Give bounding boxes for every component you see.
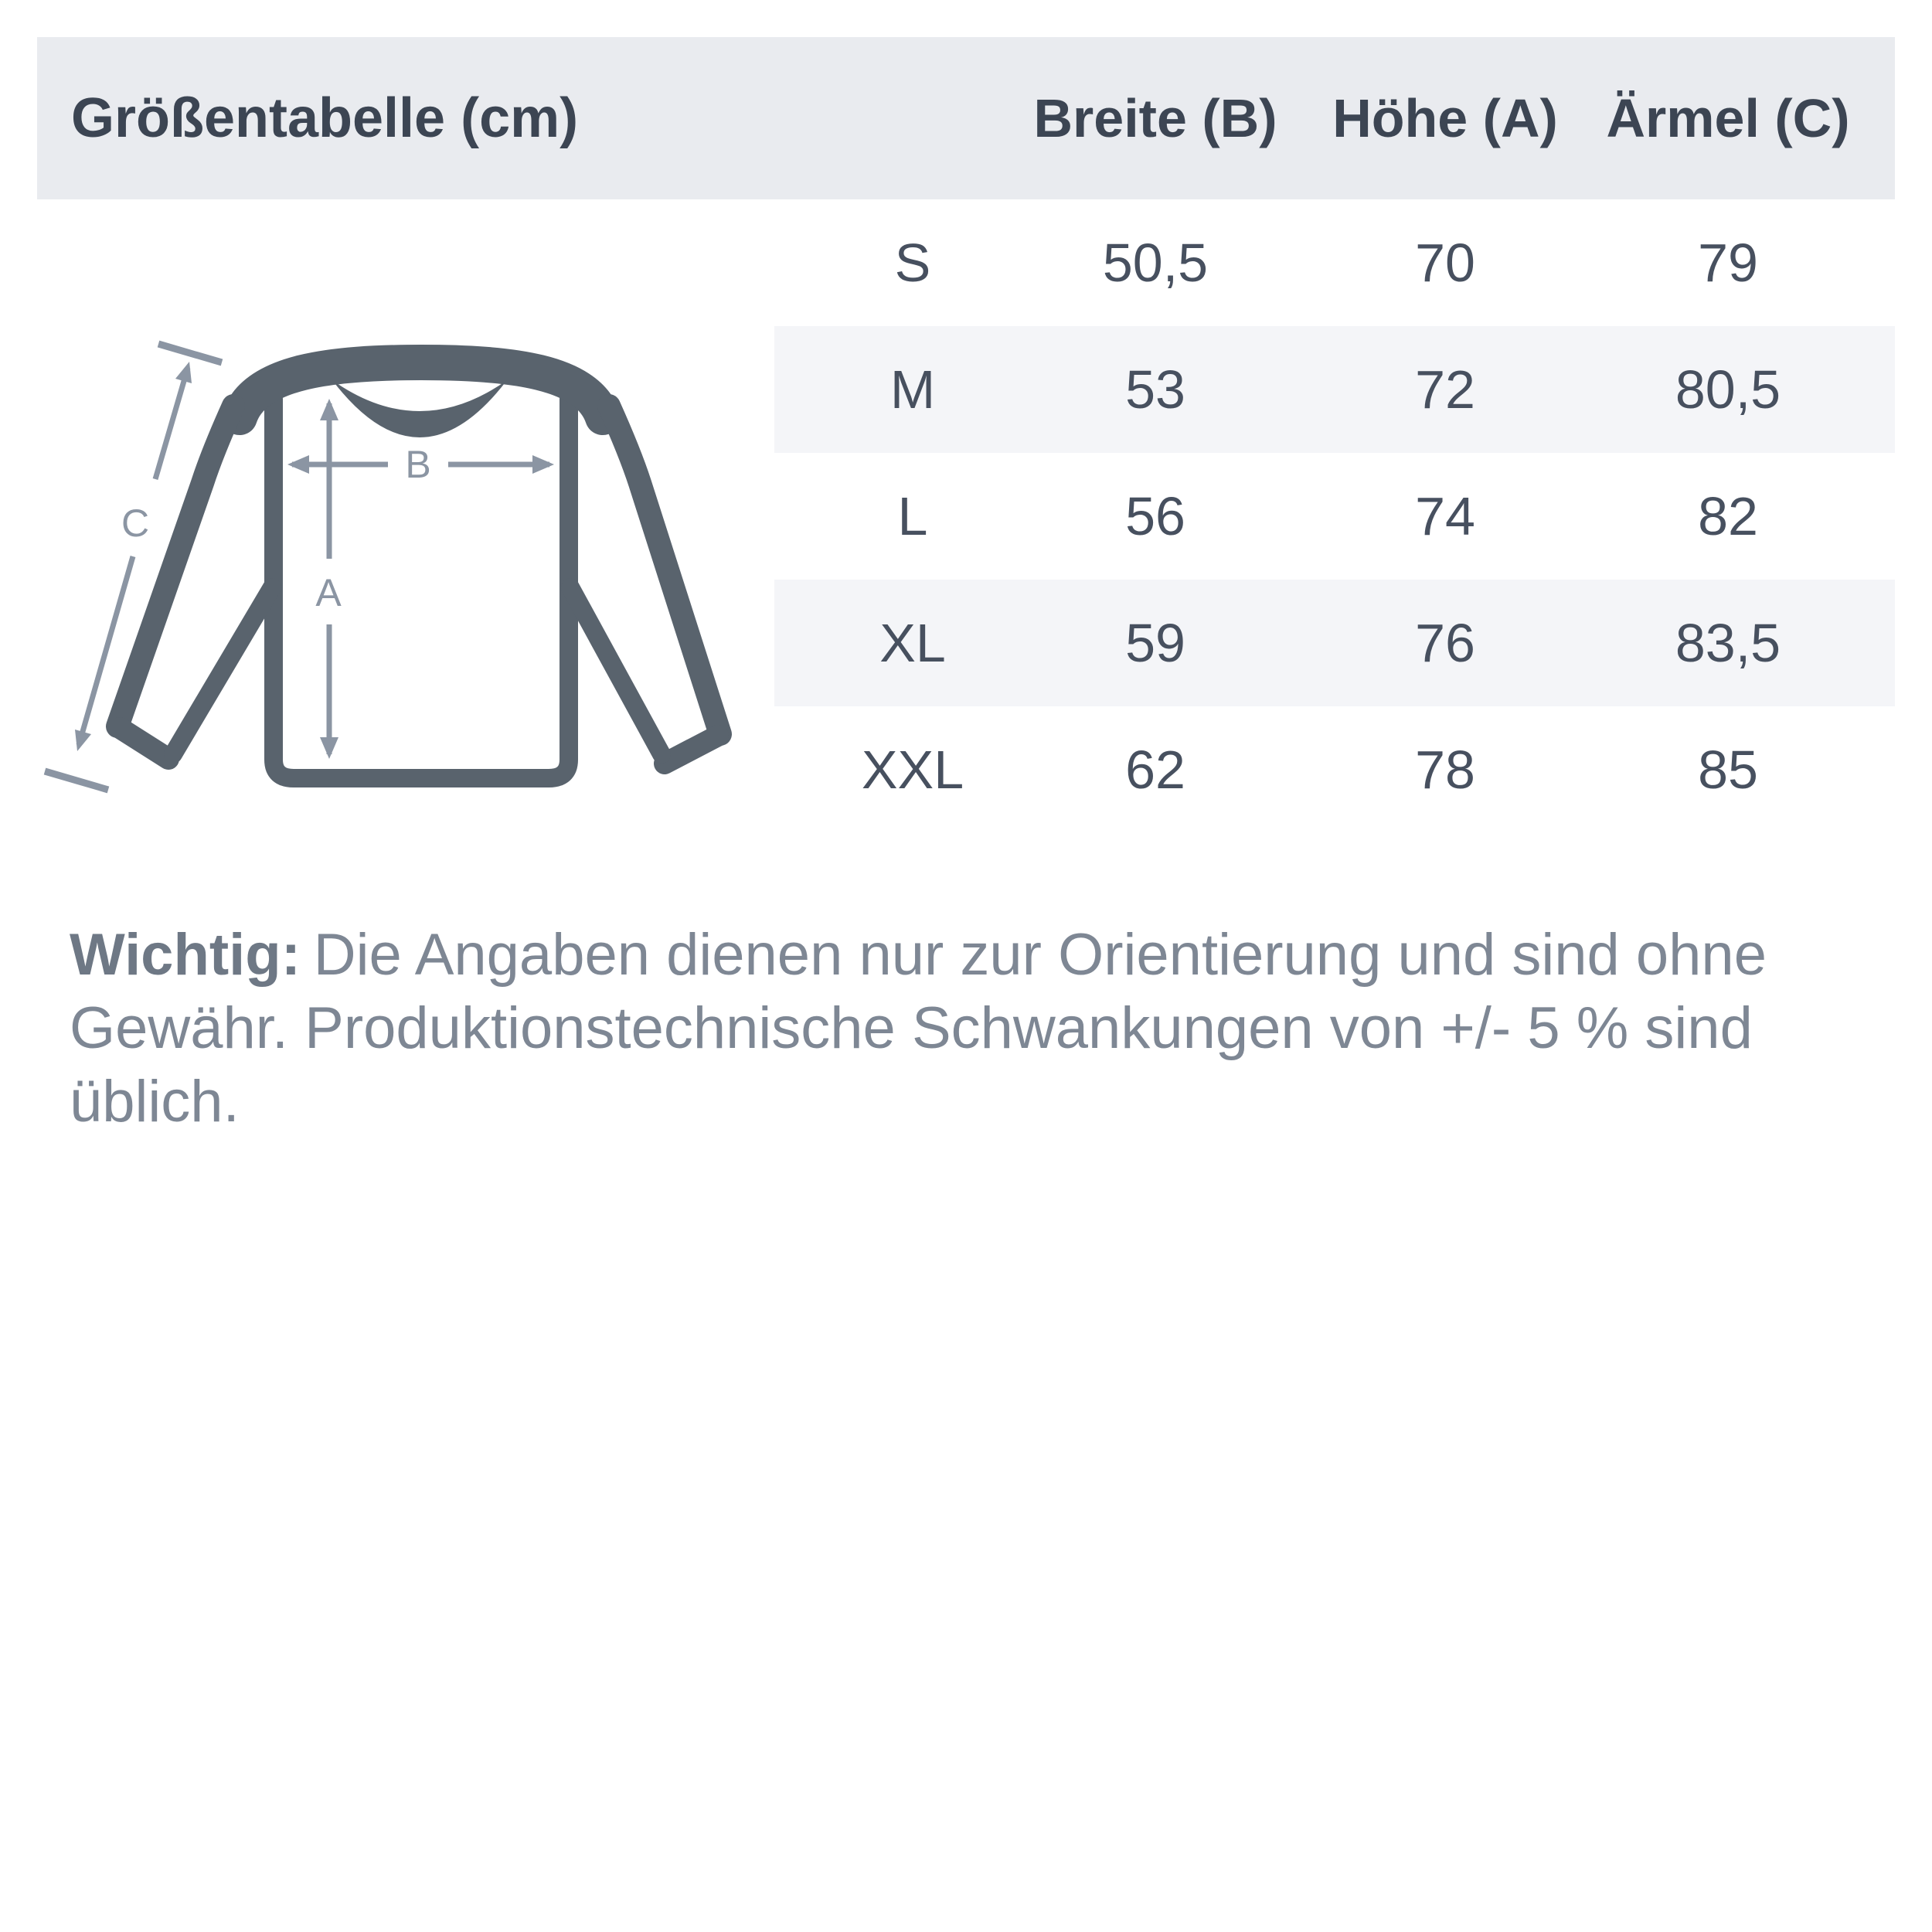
sweater-diagram-svg: B A C — [43, 340, 732, 794]
column-header-hoehe: Höhe (A) — [1332, 88, 1558, 148]
value-hoehe: 72 — [1415, 359, 1475, 420]
measure-c-arrowhead-top — [175, 362, 192, 383]
table-row: XL 59 76 83,5 — [37, 580, 1895, 706]
column-header-breite: Breite (B) — [1033, 88, 1277, 148]
measure-c-tick-bottom — [43, 767, 110, 794]
table-body: S 50,5 70 79 M 53 72 80,5 L — [37, 199, 1895, 833]
value-breite: 56 — [1125, 486, 1185, 546]
table-row: L 56 74 82 — [37, 453, 1895, 580]
row-cells: S 50,5 70 79 — [774, 199, 1895, 326]
measure-labels: B A C — [121, 443, 431, 614]
value-aermel: 82 — [1698, 486, 1758, 546]
table-header-row: Größentabelle (cm) Breite (B) Höhe (A) Ä… — [37, 37, 1895, 199]
label-a: A — [315, 571, 342, 614]
sweater-outline — [106, 345, 732, 787]
value-aermel: 79 — [1698, 233, 1758, 293]
label-c: C — [121, 502, 149, 545]
sweater-left-sleeve-inner — [164, 578, 281, 764]
sweater-measurement-diagram: B A C — [31, 155, 804, 850]
size-label: L — [897, 486, 928, 546]
measure-c-line-top — [152, 367, 191, 480]
value-breite: 62 — [1125, 740, 1185, 800]
sweater-right-sleeve-inner — [561, 578, 671, 764]
row-cells: L 56 74 82 — [774, 453, 1895, 580]
table-row: M 53 72 80,5 — [37, 326, 1895, 453]
value-breite: 50,5 — [1102, 233, 1209, 293]
measure-arrows — [43, 340, 554, 794]
value-hoehe: 74 — [1415, 486, 1475, 546]
size-label: XXL — [861, 740, 964, 800]
value-breite: 59 — [1125, 613, 1185, 673]
measure-a-arrowhead-bottom — [320, 737, 338, 759]
row-cells: M 53 72 80,5 — [774, 326, 1895, 453]
sweater-shoulder-band — [222, 345, 621, 435]
sweater-left-cuff — [109, 717, 179, 770]
row-cells: XXL 62 78 85 — [774, 706, 1895, 833]
size-label: XL — [879, 613, 946, 673]
measure-c-line-bottom — [76, 556, 136, 746]
size-table: Größentabelle (cm) Breite (B) Höhe (A) Ä… — [37, 37, 1895, 833]
sweater-collar — [332, 380, 507, 437]
page-title: Größentabelle (cm) — [71, 87, 579, 149]
value-hoehe: 70 — [1415, 233, 1475, 293]
measure-b-arrowhead-right — [532, 455, 554, 474]
row-cells: XL 59 76 83,5 — [774, 580, 1895, 706]
sweater-torso — [264, 389, 578, 787]
size-label: M — [889, 359, 936, 420]
value-breite: 53 — [1125, 359, 1185, 420]
disclaimer-text: Die Angaben dienen nur zur Orientierung … — [70, 922, 1767, 1134]
sweater-left-sleeve-outer — [106, 394, 245, 738]
disclaimer-label: Wichtig: — [70, 922, 301, 988]
value-aermel: 80,5 — [1675, 359, 1781, 420]
value-aermel: 85 — [1698, 740, 1758, 800]
measure-a-arrowhead-top — [320, 399, 338, 420]
sweater-right-cuff — [654, 725, 729, 774]
value-aermel: 83,5 — [1675, 613, 1781, 673]
disclaimer-note: Wichtig: Die Angaben dienen nur zur Orien… — [70, 918, 1839, 1138]
value-hoehe: 76 — [1415, 613, 1475, 673]
size-label: S — [894, 233, 931, 293]
table-row: S 50,5 70 79 — [37, 199, 1895, 326]
measure-b-arrowhead-left — [287, 455, 309, 474]
value-hoehe: 78 — [1415, 740, 1475, 800]
sweater-right-sleeve-outer — [597, 394, 732, 746]
table-row: XXL 62 78 85 — [37, 706, 1895, 833]
measure-c-tick-top — [157, 340, 223, 366]
column-header-aermel: Ärmel (C) — [1606, 88, 1850, 148]
label-b: B — [405, 443, 430, 486]
measure-c-arrowhead-bottom — [75, 730, 91, 751]
